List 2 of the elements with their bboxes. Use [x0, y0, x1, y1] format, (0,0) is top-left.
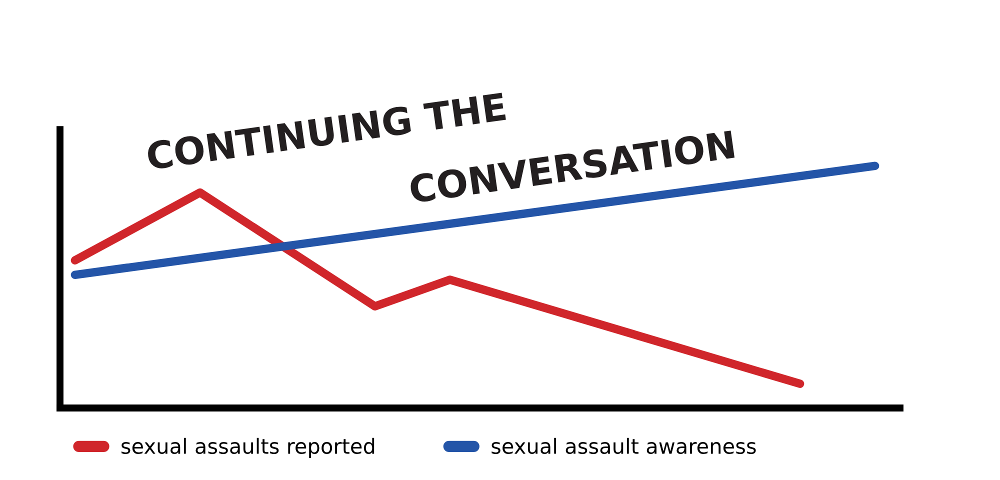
legend-label: sexual assaults reported [122, 438, 374, 458]
legend-label: sexual assault awareness [492, 438, 756, 454]
